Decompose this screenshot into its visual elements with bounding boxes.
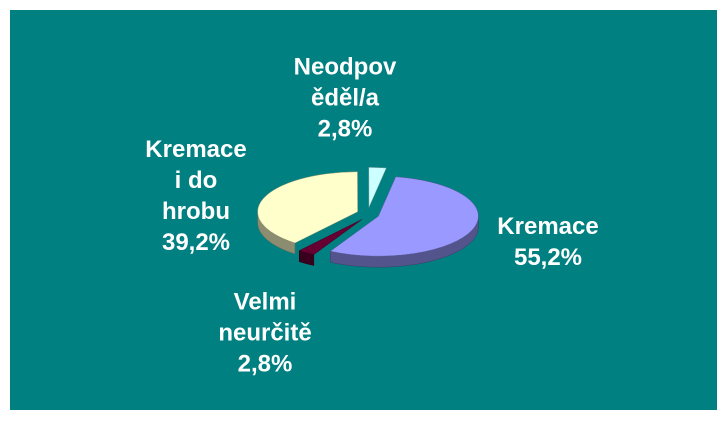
chart-area bbox=[10, 10, 717, 410]
value-label: 55,2% bbox=[513, 244, 583, 271]
category-label: Kremace bbox=[497, 213, 599, 240]
pie-slice bbox=[368, 167, 387, 208]
value-label: 2,8% bbox=[317, 115, 373, 143]
slice-label: Neodpov ěděl/a 2,8% bbox=[294, 52, 397, 145]
slice-label: Kremace 55,2% bbox=[497, 211, 598, 273]
pie-slice bbox=[298, 219, 363, 255]
pie-slice bbox=[329, 176, 479, 257]
category-label: Kremace i do hrobu bbox=[145, 136, 247, 225]
slice-label: Kremace i do hrobu 39,2% bbox=[145, 134, 246, 258]
category-label: Velmi neurčitě bbox=[218, 288, 312, 347]
slice-label: Velmi neurčitě 2,8% bbox=[218, 287, 311, 380]
value-label: 39,2% bbox=[161, 229, 231, 256]
category-label: Neodpov ěděl/a bbox=[293, 53, 397, 112]
value-label: 2,8% bbox=[237, 350, 293, 378]
pie-slice bbox=[257, 171, 358, 244]
